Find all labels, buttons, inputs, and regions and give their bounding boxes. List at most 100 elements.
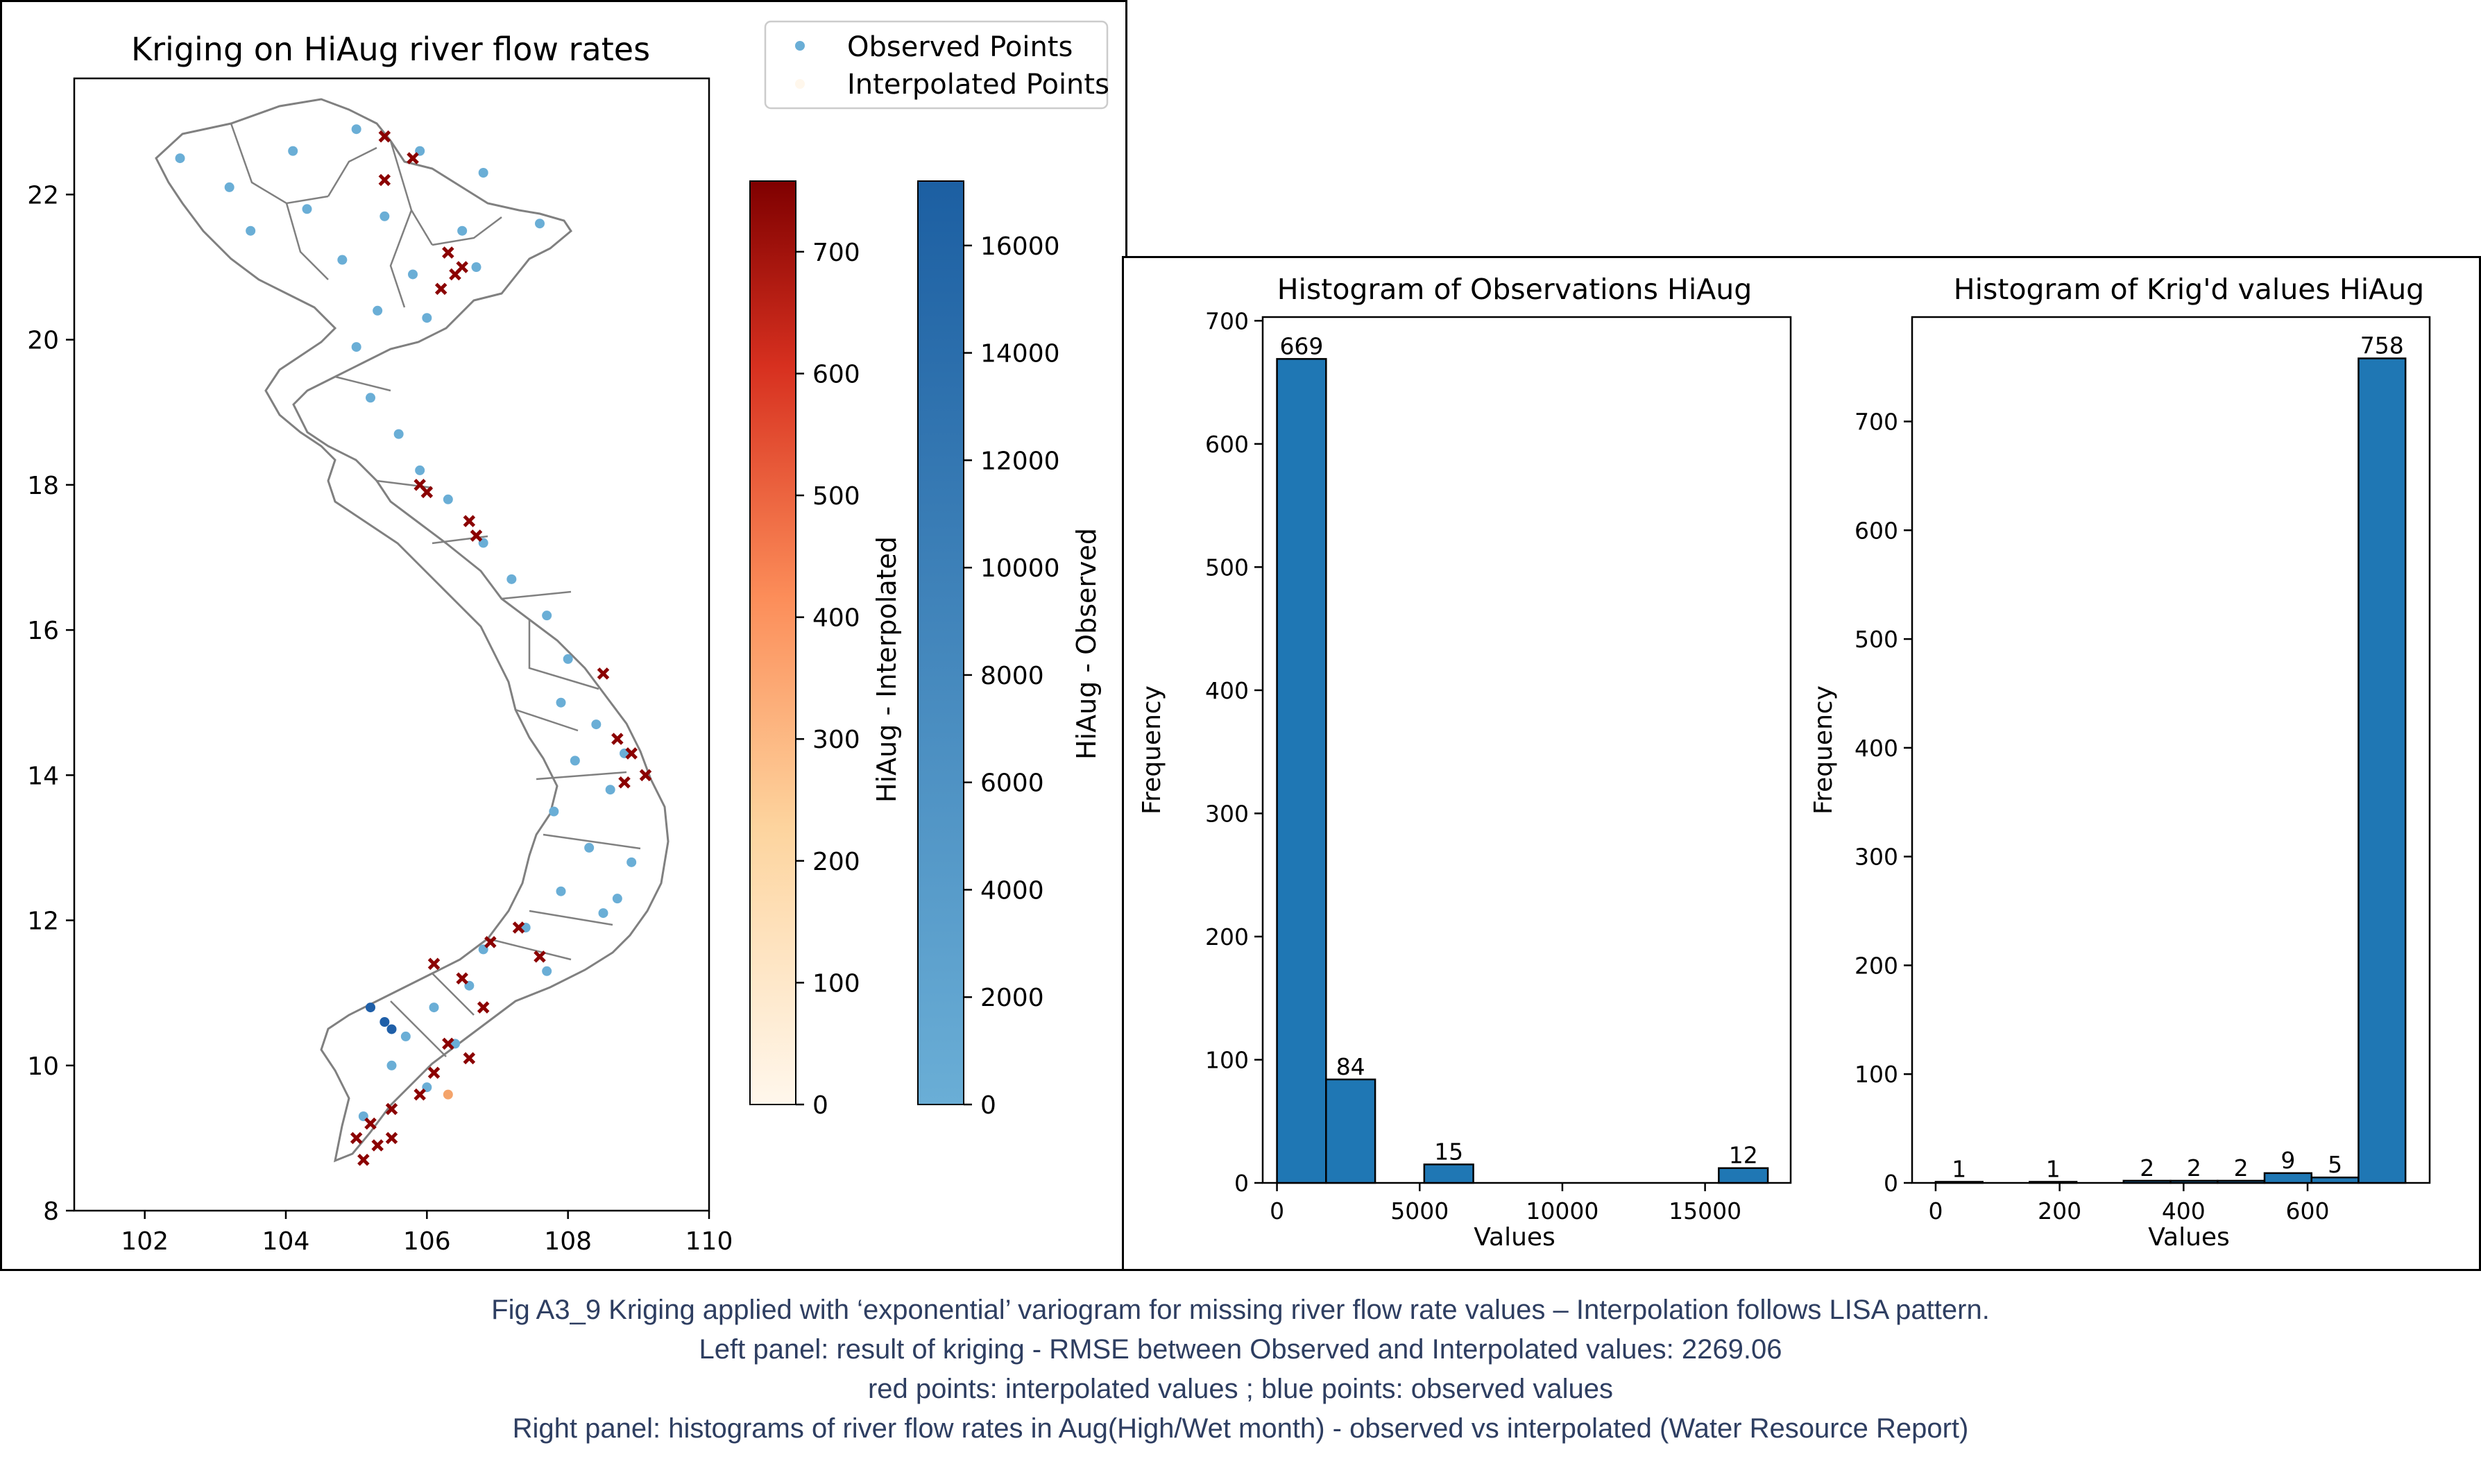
map-panel: Kriging on HiAug river flow rates 102 104… [0, 0, 1127, 1271]
observed-point [224, 182, 235, 192]
observed-point [337, 255, 348, 265]
caption-line-3: red points: interpolated values ; blue p… [867, 1374, 1613, 1404]
map-ytick-label: 8 [43, 1197, 59, 1226]
hist-krig-bar-label: 2 [2140, 1154, 2154, 1182]
map-xtick-label: 102 [121, 1227, 169, 1256]
interpolated-point [463, 1052, 476, 1065]
observed-point [542, 966, 552, 976]
hist-observed-ytick-label: 400 [1205, 677, 1249, 704]
hist-observed-bar [1718, 1167, 1769, 1184]
hist-krig-bar [1934, 1181, 1984, 1184]
colorbar-interpolated [749, 180, 796, 1105]
interpolated-point [357, 1154, 370, 1166]
observed-point [302, 204, 312, 214]
hist-observed-bar-label: 669 [1279, 332, 1323, 359]
colorbar-tick-label: 0 [812, 1091, 828, 1120]
hist-observed-bar-label: 15 [1434, 1138, 1463, 1165]
colorbar-observed [917, 180, 964, 1105]
colorbar-tick-label: 10000 [980, 554, 1060, 583]
hist-krig-ytick-label: 300 [1855, 844, 1898, 871]
colorbar-tick-label: 300 [812, 726, 860, 754]
observed-point [457, 225, 468, 236]
hist-observed-ytick-label: 700 [1205, 307, 1249, 334]
colorbar-interpolated-label: HiAug - Interpolated [871, 536, 902, 803]
hist-krig-ytick-label: 700 [1855, 409, 1898, 436]
interpolated-point [611, 733, 624, 745]
observed-point [605, 785, 615, 795]
observed-point [591, 719, 602, 730]
interpolated-point [420, 486, 434, 499]
hist-observed-title: Histogram of Observations HiAug [1277, 273, 1753, 306]
observed-point [429, 1003, 439, 1013]
hist-krig-bar [2029, 1181, 2078, 1184]
observed-point [535, 219, 545, 229]
hist-krig-bar-label: 2 [2234, 1154, 2249, 1182]
map-ytick-label: 14 [27, 762, 59, 790]
hist-observed-ytick-label: 500 [1205, 554, 1249, 581]
caption-line-1: Fig A3_9 Kriging applied with ‘exponenti… [491, 1295, 1990, 1325]
legend-interpolated-label: Interpolated Points [847, 69, 1109, 101]
observed-point [563, 654, 573, 664]
hist-krig-plot-area [1911, 316, 2431, 1184]
hist-observed-ytick-label: 100 [1205, 1046, 1249, 1073]
colorbar-tick-label: 500 [812, 482, 860, 511]
observed-point [443, 494, 453, 504]
observed-point [366, 1003, 375, 1013]
observed-point [366, 393, 375, 403]
interpolated-point [385, 1102, 398, 1116]
observed-point [373, 305, 383, 316]
hist-krig-xtick-label: 200 [2038, 1197, 2081, 1225]
hist-observed-xtick-label: 5000 [1390, 1197, 1449, 1225]
hist-observed-ylabel: Frequency [1138, 685, 1166, 815]
interpolated-point [512, 921, 525, 934]
colorbar-tick-label: 600 [812, 360, 860, 389]
observed-point [478, 168, 488, 178]
observed-point [598, 908, 608, 919]
map-ytick-label: 20 [27, 327, 59, 355]
hist-krig-ytick-label: 200 [1855, 952, 1898, 979]
legend-interpolated-marker [795, 79, 805, 89]
map-legend: Observed Points Interpolated Points [764, 20, 1109, 110]
interpolated-point [414, 1088, 426, 1101]
observed-point [246, 225, 256, 236]
hist-observed-xtick-label: 10000 [1526, 1197, 1598, 1225]
observed-point [422, 313, 432, 323]
observed-point [626, 857, 637, 867]
map-ytick-label: 18 [27, 472, 59, 500]
colorbar-tick-label: 700 [812, 239, 860, 267]
observed-point [351, 342, 361, 352]
hist-observed-bar-label: 12 [1729, 1142, 1758, 1169]
hist-krig-title: Histogram of Krig'd values HiAug [1954, 273, 2424, 306]
observed-point [443, 1089, 453, 1100]
observed-point [556, 697, 566, 708]
hist-krig-xtick-label: 0 [1928, 1197, 1943, 1225]
interpolated-point [434, 282, 447, 296]
interpolated-point [378, 173, 391, 187]
map-ytick-label: 10 [27, 1052, 59, 1081]
interpolated-point [463, 515, 476, 527]
hist-krig-bar-label: 1 [2046, 1155, 2061, 1182]
interpolated-point [350, 1132, 363, 1145]
colorbar-tick-label: 16000 [980, 232, 1060, 261]
interpolated-point [378, 130, 391, 143]
map-ytick-label: 16 [27, 617, 59, 645]
hist-observed-xtick-label: 15000 [1669, 1197, 1741, 1225]
country-outline [155, 98, 670, 1163]
hist-observed-plot-area [1261, 316, 1792, 1184]
observed-point [549, 806, 559, 817]
observed-point [380, 211, 390, 221]
hist-observed-bar [1276, 358, 1327, 1184]
interpolated-point [427, 957, 441, 971]
interpolated-point [618, 776, 631, 789]
interpolated-point [427, 1066, 441, 1079]
hist-krig-xtick-label: 400 [2162, 1197, 2206, 1225]
interpolated-point [385, 1132, 398, 1145]
map-xtick-label: 110 [685, 1227, 733, 1256]
histogram-panel: Histogram of Observations HiAug Histogra… [1122, 256, 2481, 1271]
interpolated-point [456, 261, 468, 273]
hist-krig-bar [2263, 1172, 2312, 1184]
hist-krig-ytick-label: 400 [1855, 735, 1898, 762]
figure-caption: Fig A3_9 Kriging applied with ‘exponenti… [0, 1290, 2481, 1449]
colorbar-tick-label: 200 [812, 848, 860, 876]
interpolated-point [407, 152, 419, 164]
